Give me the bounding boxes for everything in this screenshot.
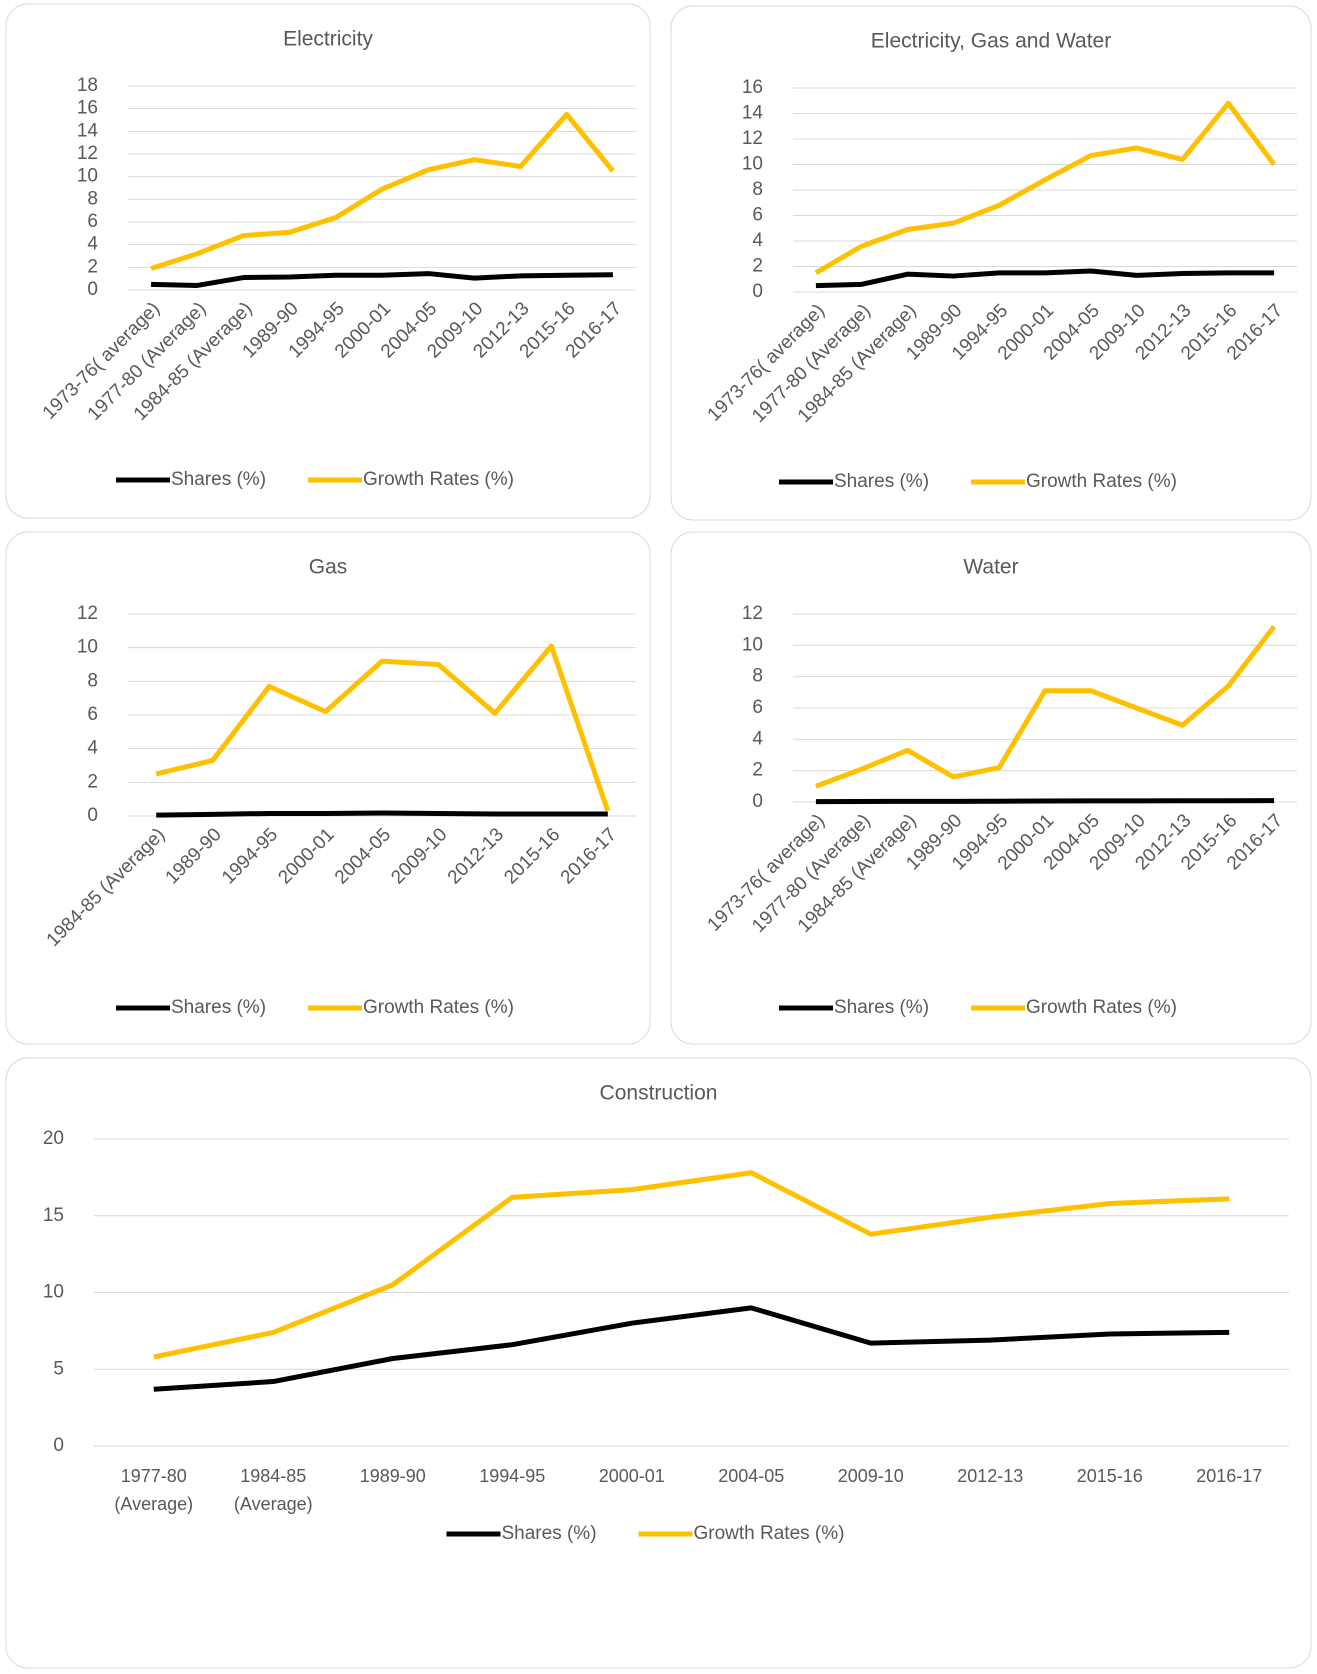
y-tick-label: 16: [742, 77, 763, 98]
y-tick-label: 8: [752, 179, 763, 200]
y-tick-label: 12: [742, 128, 763, 149]
legend-label: Shares (%): [171, 997, 266, 1018]
legend-label: Growth Rates (%): [363, 469, 514, 490]
legend-label: Shares (%): [834, 471, 929, 492]
y-tick-label: 4: [752, 230, 763, 251]
series-line: [815, 268, 1275, 289]
y-tick-label: 4: [752, 728, 763, 749]
y-tick-label: 14: [742, 103, 764, 124]
chart-title: Electricity, Gas and Water: [871, 30, 1111, 53]
x-tick-label: 2012-13: [957, 1466, 1024, 1486]
y-tick-label: 12: [742, 603, 763, 624]
y-tick-label: 8: [752, 666, 763, 687]
y-tick-label: 4: [87, 234, 98, 255]
series-line: [815, 798, 1275, 805]
y-tick-label: 10: [77, 166, 98, 187]
y-tick-label: 15: [43, 1205, 64, 1226]
series-line: [151, 271, 613, 288]
y-tick-label: 10: [742, 154, 763, 175]
y-tick-label: 5: [53, 1358, 64, 1379]
y-tick-label: 18: [77, 75, 98, 96]
y-tick-label: 6: [87, 704, 98, 725]
y-tick-label: 6: [752, 697, 763, 718]
x-tick-label: 1989-90: [359, 1466, 426, 1486]
y-tick-label: 0: [752, 791, 763, 812]
chart-title: Construction: [600, 1082, 718, 1105]
legend-label: Shares (%): [834, 997, 929, 1018]
series-line: [153, 1305, 1230, 1392]
y-tick-label: 10: [742, 634, 763, 655]
legend-label: Growth Rates (%): [694, 1523, 845, 1544]
series-line: [153, 1170, 1230, 1360]
chart-panel: [5, 3, 651, 519]
y-tick-label: 8: [87, 188, 98, 209]
series-line: [156, 810, 608, 818]
y-tick-label: 2: [752, 256, 763, 277]
y-tick-label: 8: [87, 670, 98, 691]
chart-panel: [5, 1057, 1312, 1669]
legend-label: Growth Rates (%): [363, 997, 514, 1018]
y-tick-label: 14: [77, 120, 99, 141]
legend-label: Growth Rates (%): [1026, 997, 1177, 1018]
x-tick-label: 2016-17: [1196, 1466, 1263, 1486]
series-line: [150, 111, 615, 271]
y-tick-label: 2: [87, 771, 98, 792]
chart-title: Water: [963, 556, 1018, 579]
chart-panel: [5, 531, 651, 1045]
y-tick-label: 4: [87, 738, 98, 759]
series-line: [814, 100, 1277, 276]
series-line: [155, 643, 611, 812]
x-tick-label: 2004-05: [718, 1466, 785, 1486]
y-tick-label: 12: [77, 603, 98, 624]
x-tick-label: 1994-95: [479, 1466, 546, 1486]
y-tick-label: 0: [87, 279, 98, 300]
y-tick-label: 2: [752, 760, 763, 781]
chart-title: Electricity: [283, 28, 373, 51]
y-tick-label: 10: [43, 1282, 64, 1303]
x-tick-label: 2015-16: [1076, 1466, 1143, 1486]
y-tick-label: 12: [77, 143, 98, 164]
chart-panel: [670, 5, 1312, 521]
legend-label: Shares (%): [171, 469, 266, 490]
y-tick-label: 6: [752, 205, 763, 226]
y-tick-label: 16: [77, 98, 98, 119]
y-tick-label: 10: [77, 637, 98, 658]
y-tick-label: 0: [87, 805, 98, 826]
chart-title: Gas: [309, 556, 348, 579]
series-line: [815, 625, 1277, 789]
y-tick-label: 0: [752, 281, 763, 302]
y-tick-label: 6: [87, 211, 98, 232]
y-tick-label: 0: [53, 1435, 64, 1456]
legend-label: Growth Rates (%): [1026, 471, 1177, 492]
x-tick-label: 2009-10: [837, 1466, 904, 1486]
chart-panel: [670, 531, 1312, 1045]
y-tick-label: 20: [43, 1128, 64, 1149]
x-tick-label: 1984-85 (Average): [233, 1466, 313, 1514]
legend-label: Shares (%): [502, 1523, 597, 1544]
x-tick-label: 2000-01: [598, 1466, 665, 1486]
y-tick-label: 2: [87, 256, 98, 277]
x-tick-label: 1977-80 (Average): [114, 1466, 194, 1514]
